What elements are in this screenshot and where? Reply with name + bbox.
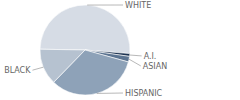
leader-line	[97, 93, 123, 94]
slice-label: WHITE	[125, 1, 151, 10]
leader-line	[130, 55, 142, 57]
pie-slice	[40, 5, 130, 54]
slice-label: BLACK	[4, 66, 31, 75]
slice-label: A.I.	[144, 52, 157, 61]
leader-line	[32, 67, 43, 70]
slice-label: ASIAN	[143, 62, 167, 71]
labels: WHITE A.I.ASIAN HISPANIC BLACK	[4, 1, 167, 98]
slices	[40, 5, 130, 95]
pie-slice	[40, 49, 85, 82]
leader-line	[129, 59, 141, 66]
slice-label: HISPANIC	[125, 89, 163, 98]
chart: WHITE A.I.ASIAN HISPANIC BLACK	[0, 0, 240, 100]
leader-line	[87, 5, 123, 6]
